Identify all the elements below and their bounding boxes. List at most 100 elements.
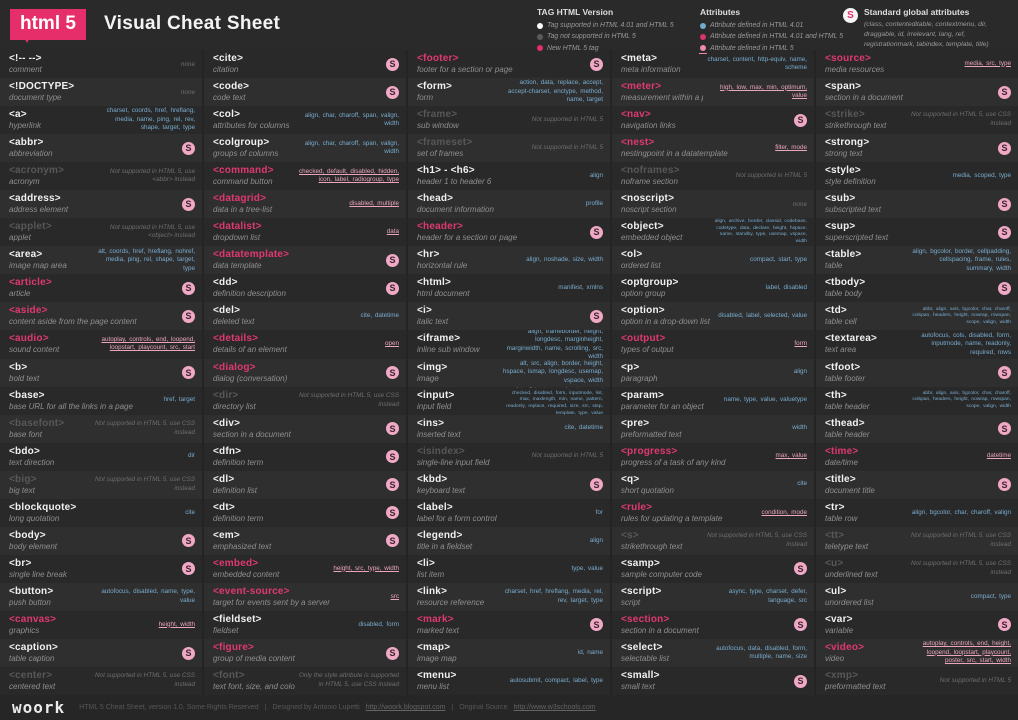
tag-description: target for events sent by a server [213, 597, 330, 607]
tag-description: measurement within a predefined range [621, 93, 703, 103]
attribute-list: autosubmit, compact, label, type [509, 676, 603, 684]
tag-row: <var> variable S [816, 610, 1018, 639]
tag-row: <event-source> target for events sent by … [204, 582, 406, 611]
tag-description: definition list [213, 485, 258, 495]
attribute-list: charset, href, hreflang, media, rel, rev… [504, 588, 603, 604]
design-url-link[interactable]: http://woork.blogspot.com [365, 704, 446, 711]
legend-title: TAG HTML Version [537, 7, 614, 17]
global-attributes-badge-icon: S [182, 534, 195, 548]
attribute-list: filter, mode [775, 143, 807, 151]
tag-name: <body> [9, 529, 46, 541]
tag-name: <address> [9, 193, 61, 205]
tag-description: content aside from the page content [9, 317, 137, 327]
tag-row: <address> address element S [0, 190, 202, 219]
tag-description: document type [9, 93, 62, 103]
tag-name: <button> [9, 585, 54, 597]
tag-name: <section> [621, 613, 670, 625]
tag-description: table caption [9, 653, 55, 663]
tag-name: <meter> [621, 81, 662, 93]
tag-name: <optgroup> [621, 277, 679, 289]
tag-description: inserted text [417, 429, 461, 439]
tag-description: script [621, 597, 641, 607]
tag-description: section in a document [825, 93, 903, 103]
tag-description: groups of columns [213, 149, 279, 159]
attribute-list: media, src, type [964, 59, 1011, 67]
tag-description: single line break [9, 569, 67, 579]
support-note: Not supported in HTML 5, use CSS instead [94, 419, 195, 436]
legend-item-label: Tag not supported in HTML 5 [547, 33, 636, 41]
tag-description: option in a drop-down list [621, 317, 710, 327]
tag-description: directory list [213, 401, 256, 411]
attribute-list: data [386, 228, 399, 236]
tag-name: <pre> [621, 417, 650, 429]
attribute-list: src [390, 592, 399, 600]
tag-row: <progress> progress of a task of any kind… [612, 442, 814, 471]
page-title: Visual Cheat Sheet [104, 13, 281, 34]
tag-row: <strong> strong text S [816, 134, 1018, 163]
tag-row: <dialog> dialog (conversation) S [204, 358, 406, 387]
tag-name: <legend> [417, 529, 463, 541]
global-attributes-badge-icon: S [998, 225, 1011, 239]
no-attributes-label: none [180, 60, 195, 68]
tag-row: <thead> table header S [816, 414, 1018, 443]
tag-description: strikethrough text [621, 541, 683, 551]
tag-row: <tr> table row align, bgcolor, char, charo… [816, 498, 1018, 527]
tag-name: <p> [621, 361, 640, 373]
attribute-list: async, type, charset, defer, language, s… [728, 588, 807, 604]
tag-description: resource reference [417, 597, 485, 607]
tag-row: <canvas> graphics height, width [0, 610, 202, 639]
global-attributes-badge-icon: S [386, 57, 399, 71]
global-attributes-badge-icon: S [386, 366, 399, 380]
tag-name: <code> [213, 81, 250, 93]
tag-description: input field [417, 401, 452, 411]
source-url-link[interactable]: http://www.w3schools.com [513, 704, 596, 711]
global-attributes-badge-icon: S [182, 197, 195, 211]
tag-row: <object> embedded object align, archive, b… [612, 218, 814, 247]
tag-description: rules for updating a template [621, 513, 723, 523]
attribute-list: compact, type [970, 592, 1011, 600]
tag-row: <em> emphasized text S [204, 526, 406, 555]
attribute-list: name, type, value, valuetype [723, 396, 807, 404]
global-attributes-badge-icon: S [386, 646, 399, 660]
tag-row: <cite> citation S [204, 50, 406, 79]
tag-row: <command> command button checked, default,… [204, 162, 406, 191]
legend-item: Tag supported in HTML 4.01 and HTML 5 [537, 20, 674, 31]
tag-row: <xmp> preformatted text Not supported in H… [816, 667, 1018, 696]
tag-name: <textarea> [825, 333, 878, 345]
attribute-list: alt, src, align, border, height, hspace,… [503, 359, 603, 384]
tag-name: <rule> [621, 501, 653, 513]
tag-description: embedded object [621, 233, 683, 243]
tag-name: <style> [825, 165, 861, 177]
tag-name: <dd> [213, 277, 238, 289]
legend-tag-version: TAG HTML Version Tag supported in HTML 4… [537, 7, 674, 54]
tag-row: <div> section in a document S [204, 414, 406, 443]
attribute-list: align [793, 368, 807, 376]
tag-row: <rule> rules for updating a template condi… [612, 498, 814, 527]
tag-name: <nest> [621, 137, 655, 149]
tag-name: <article> [9, 277, 52, 289]
attribute-list: checked, default, disabled, hidden, icon… [299, 167, 399, 184]
tag-description: ordered list [621, 261, 661, 271]
tag-description: citation [213, 65, 239, 74]
tag-name: <dl> [213, 473, 235, 485]
tag-name: <caption> [9, 641, 59, 653]
tag-row: <video> video autoplay, controls, end, hei… [816, 638, 1018, 668]
tag-row: <figure> group of media content S [204, 638, 406, 668]
legend-item: Attribute defined in HTML 5 [699, 43, 843, 55]
attribute-list: media, scoped, type [952, 171, 1011, 179]
tag-description: noframe section [621, 177, 678, 187]
tag-row: <audio> sound content autoplay, controls, … [0, 330, 202, 359]
tag-name: <embed> [213, 557, 259, 569]
tag-description: image map area [9, 261, 67, 271]
legend-item-label: Tag supported in HTML 4.01 and HTML 5 [547, 22, 674, 29]
tag-name: <menu> [417, 670, 457, 682]
pink-dot-icon [537, 45, 543, 52]
tag-description: article [9, 289, 31, 299]
tag-name: <sub> [825, 193, 856, 205]
tag-row: <textarea> text area autofocus, cols, disa… [816, 330, 1018, 359]
tag-name: <script> [621, 585, 662, 597]
legend-attributes: Attributes Attribute defined in HTML 4.0… [699, 7, 843, 55]
tag-name: <var> [825, 613, 853, 625]
tag-row: <u> underlined text Not supported in HTML … [816, 554, 1018, 583]
attribute-list: charset, coords, href, hreflang, media, … [106, 107, 195, 132]
